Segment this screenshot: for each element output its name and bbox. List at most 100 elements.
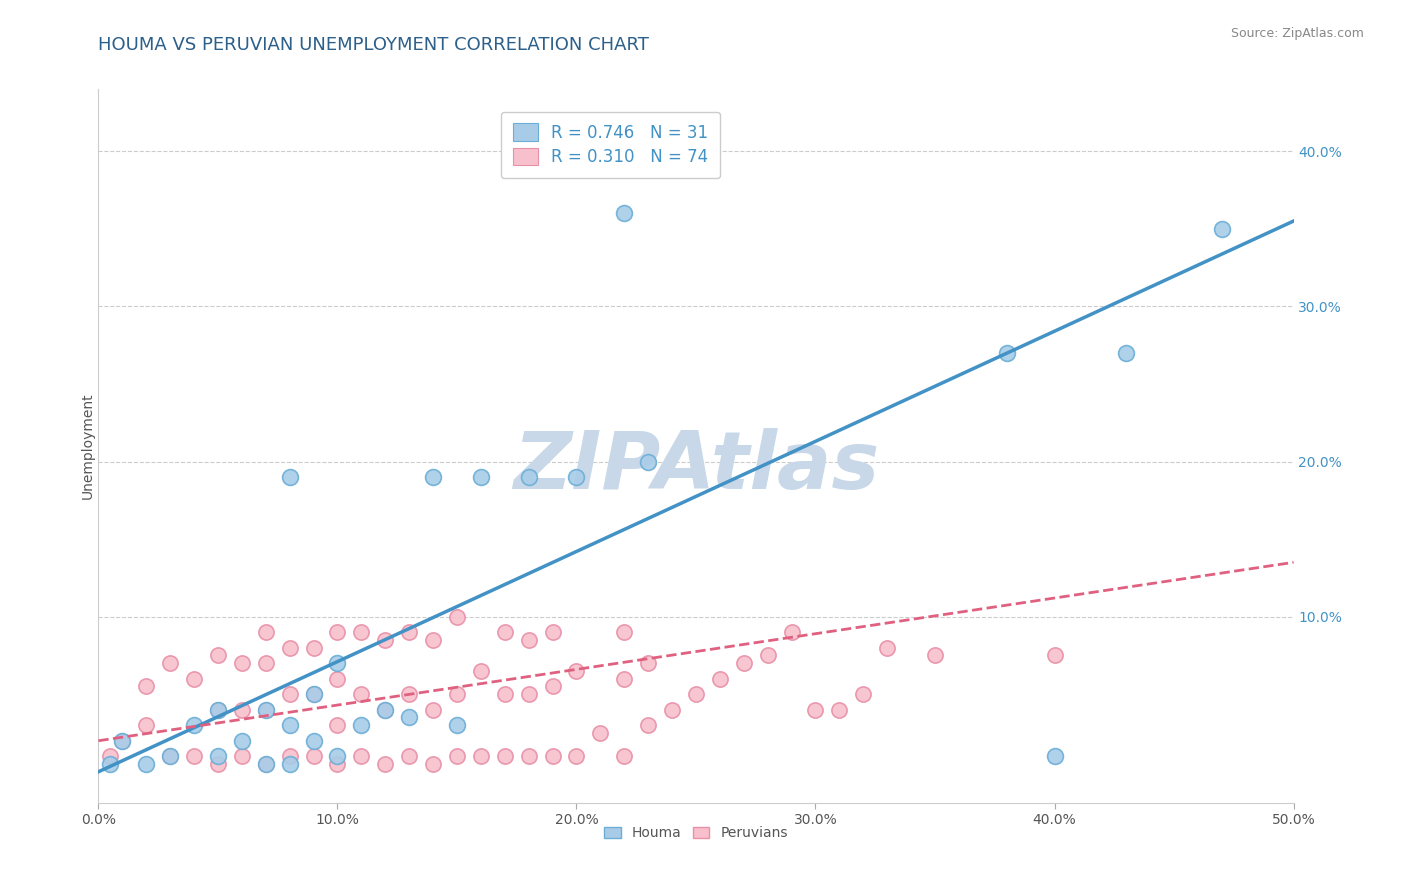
Point [494, 749, 516, 764]
Point [302, 687, 325, 701]
Point [302, 749, 325, 764]
Point [470, 470, 492, 484]
Point [135, 718, 157, 732]
Point [207, 648, 229, 663]
Point [278, 470, 301, 484]
Point [326, 625, 349, 640]
Point [613, 206, 636, 220]
Point [541, 625, 564, 640]
Point [541, 749, 564, 764]
Point [446, 749, 468, 764]
Point [231, 703, 253, 717]
Point [494, 625, 516, 640]
Point [183, 749, 205, 764]
Point [470, 749, 492, 764]
Point [159, 656, 181, 670]
Point [231, 733, 253, 747]
Point [207, 749, 229, 764]
Point [398, 625, 420, 640]
Point [1043, 749, 1066, 764]
Point [350, 749, 373, 764]
Point [1115, 346, 1137, 360]
Point [422, 470, 444, 484]
Point [374, 632, 396, 647]
Point [517, 470, 540, 484]
Point [326, 672, 349, 686]
Text: HOUMA VS PERUVIAN UNEMPLOYMENT CORRELATION CHART: HOUMA VS PERUVIAN UNEMPLOYMENT CORRELATI… [98, 36, 650, 54]
Point [183, 672, 205, 686]
Point [231, 656, 253, 670]
Point [852, 687, 875, 701]
Legend: Houma, Peruvians: Houma, Peruvians [599, 821, 793, 846]
Point [422, 632, 444, 647]
Point [661, 703, 683, 717]
Point [422, 757, 444, 772]
Point [517, 687, 540, 701]
Point [302, 640, 325, 655]
Point [374, 703, 396, 717]
Point [613, 625, 636, 640]
Point [254, 757, 277, 772]
Point [876, 640, 898, 655]
Point [159, 749, 181, 764]
Point [589, 726, 612, 740]
Point [278, 749, 301, 764]
Point [254, 757, 277, 772]
Point [398, 749, 420, 764]
Point [350, 625, 373, 640]
Point [159, 749, 181, 764]
Point [733, 656, 755, 670]
Point [685, 687, 707, 701]
Point [398, 710, 420, 724]
Point [278, 718, 301, 732]
Point [446, 609, 468, 624]
Point [350, 718, 373, 732]
Point [446, 718, 468, 732]
Point [924, 648, 946, 663]
Point [278, 757, 301, 772]
Text: Source: ZipAtlas.com: Source: ZipAtlas.com [1230, 27, 1364, 40]
Point [254, 703, 277, 717]
Point [135, 680, 157, 694]
Point [1211, 222, 1233, 236]
Point [446, 687, 468, 701]
Point [254, 703, 277, 717]
Point [98, 757, 122, 772]
Point [709, 672, 731, 686]
Point [637, 454, 659, 468]
Point [278, 687, 301, 701]
Point [326, 718, 349, 732]
Point [517, 632, 540, 647]
Point [637, 718, 659, 732]
Point [613, 749, 636, 764]
Point [135, 757, 157, 772]
Point [565, 749, 588, 764]
Point [422, 703, 444, 717]
Point [1043, 648, 1066, 663]
Point [494, 687, 516, 701]
Point [326, 757, 349, 772]
Point [207, 757, 229, 772]
Point [254, 625, 277, 640]
Text: ZIPAtlas: ZIPAtlas [513, 428, 879, 507]
Point [613, 672, 636, 686]
Point [565, 470, 588, 484]
Point [470, 664, 492, 678]
Point [326, 656, 349, 670]
Point [254, 656, 277, 670]
Point [350, 687, 373, 701]
Point [98, 749, 122, 764]
Point [804, 703, 827, 717]
Point [302, 733, 325, 747]
Point [374, 703, 396, 717]
Point [207, 703, 229, 717]
Point [995, 346, 1018, 360]
Point [302, 687, 325, 701]
Point [517, 749, 540, 764]
Point [541, 680, 564, 694]
Point [183, 718, 205, 732]
Point [231, 749, 253, 764]
Point [398, 687, 420, 701]
Point [374, 757, 396, 772]
Point [207, 703, 229, 717]
